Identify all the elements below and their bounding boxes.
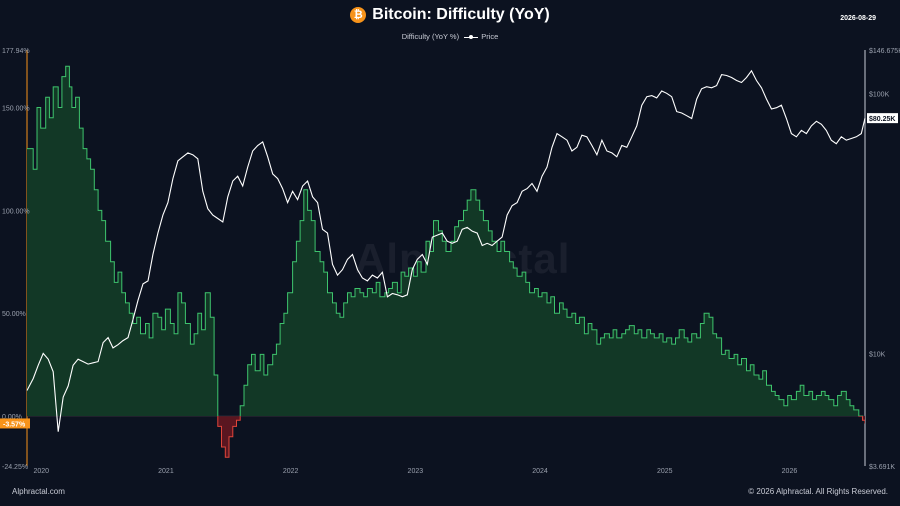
- bitcoin-icon: ₿: [350, 7, 367, 23]
- chart-legend: Difficulty (YoY %) Price: [0, 32, 900, 41]
- footer-brand: Alphractal.com: [12, 487, 65, 496]
- x-tick-label: 2024: [532, 468, 548, 475]
- legend-difficulty[interactable]: Difficulty (YoY %): [401, 32, 460, 41]
- current-difficulty-label: -3.57%: [3, 421, 26, 428]
- x-tick-label: 2026: [782, 468, 798, 475]
- x-tick-label: 2022: [283, 468, 299, 475]
- current-price-label: $80.25K: [869, 116, 895, 123]
- left-tick-label: 150.00%: [2, 105, 30, 112]
- chart-header: ₿ Bitcoin: Difficulty (YoY) 2026-08-29 Di…: [0, 0, 900, 48]
- price-line-icon: [464, 34, 479, 40]
- left-tick-label: -24.25%: [2, 464, 28, 471]
- legend-price[interactable]: Price: [481, 32, 499, 41]
- left-tick-label: 177.94%: [2, 48, 30, 55]
- right-tick-label: $146.675K: [869, 48, 900, 55]
- chart-title: ₿ Bitcoin: Difficulty (YoY): [0, 6, 900, 24]
- chart-title-text: Bitcoin: Difficulty (YoY): [372, 6, 550, 23]
- x-tick-label: 2023: [408, 468, 424, 475]
- current-price-badge: [867, 113, 898, 124]
- x-tick-label: 2021: [158, 468, 174, 475]
- right-tick-label: $10K: [869, 351, 886, 358]
- left-tick-label: 0.00%: [2, 414, 22, 421]
- footer-copyright: © 2026 Alphractal. All Rights Reserved.: [748, 487, 888, 496]
- x-tick-label: 2025: [657, 468, 673, 475]
- chart-date: 2026-08-29: [840, 15, 876, 22]
- difficulty-area-positive: [27, 66, 865, 417]
- left-tick-label: 100.00%: [2, 208, 30, 215]
- difficulty-line-positive: [27, 65, 863, 417]
- x-tick-label: 2020: [33, 468, 49, 475]
- left-tick-label: 50.00%: [2, 311, 26, 318]
- current-difficulty-badge: [0, 418, 30, 429]
- right-tick-label: $3.691K: [869, 464, 895, 471]
- price-line: [26, 69, 866, 432]
- right-tick-label: $100K: [869, 91, 890, 98]
